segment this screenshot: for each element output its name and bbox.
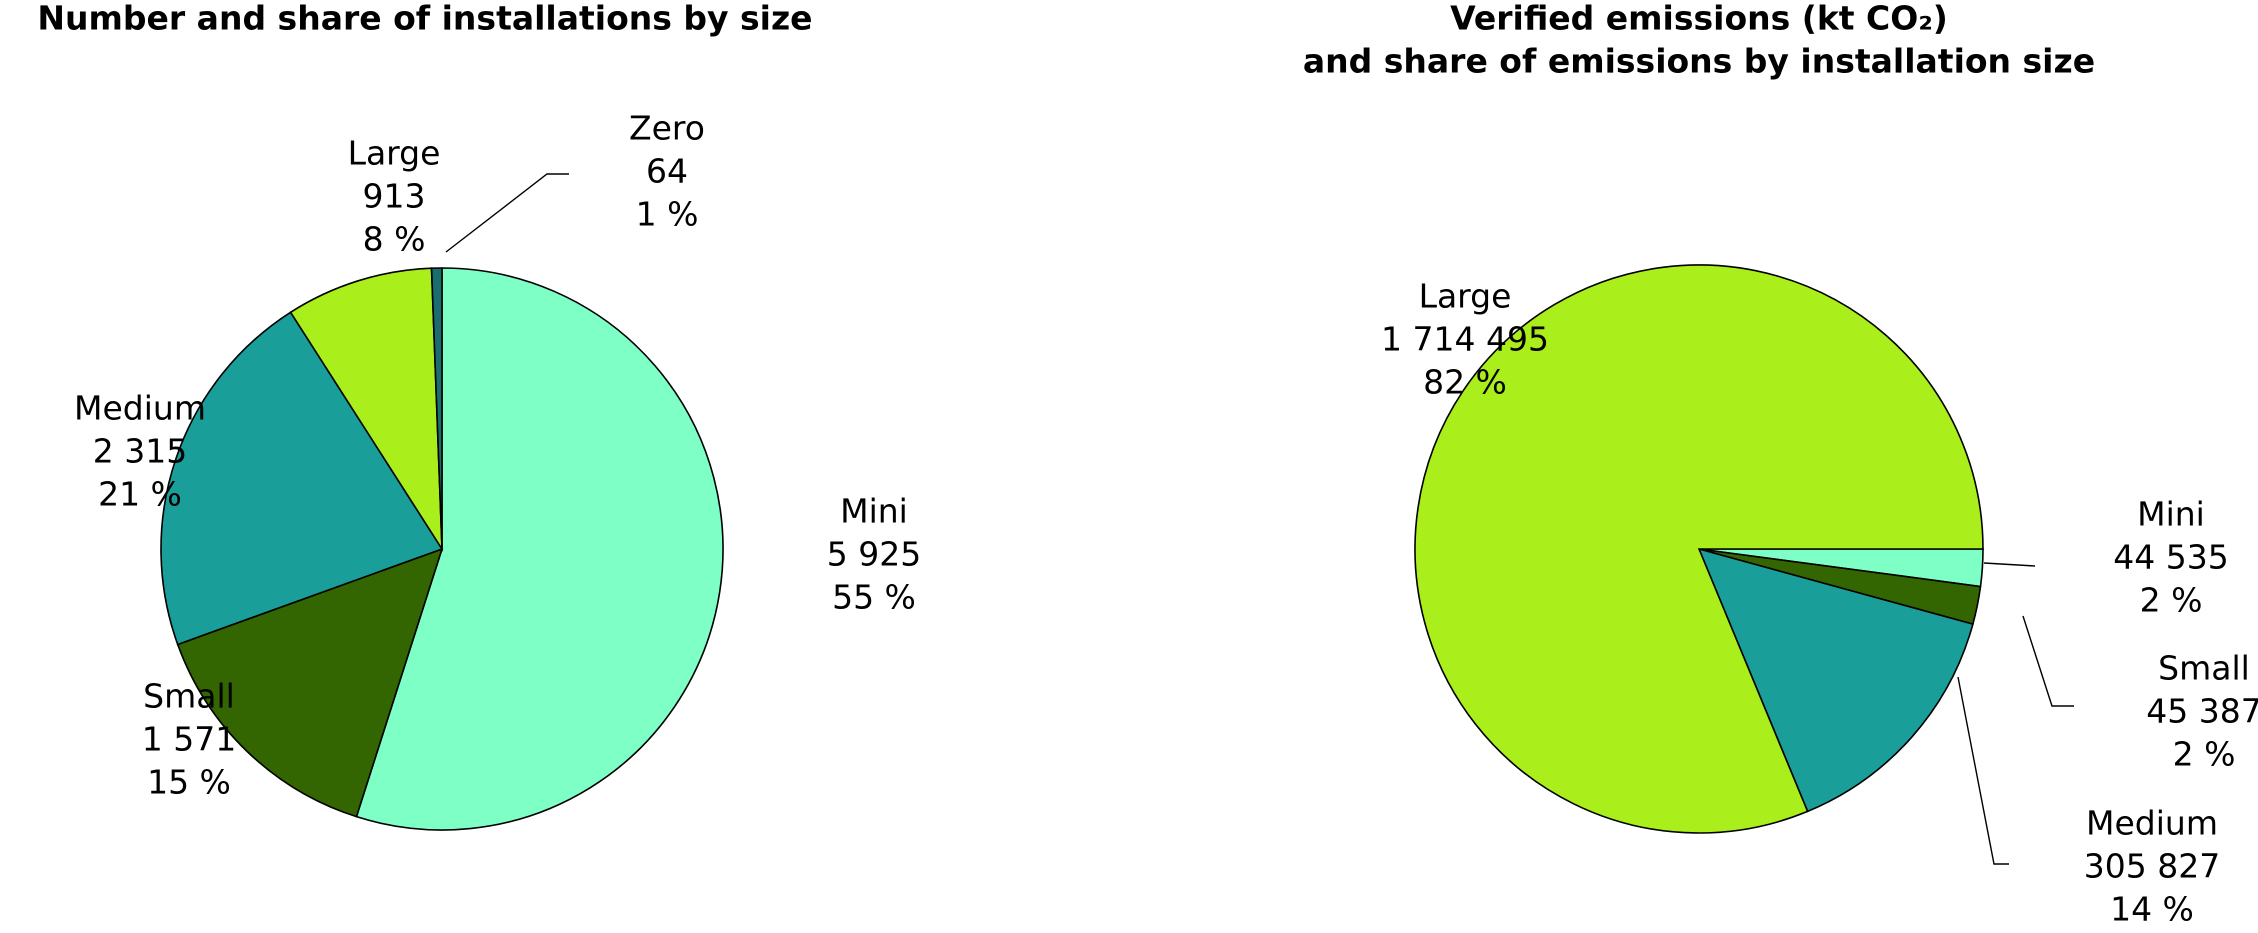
pie-slice [160, 311, 444, 646]
slice-label: Medium [2086, 804, 2218, 843]
slice-label: Large [348, 134, 441, 173]
slice-label: Mini [2137, 495, 2205, 534]
slice-label: 55 % [832, 578, 916, 617]
slice-label: Mini [840, 492, 908, 531]
chart-title: and share of emissions by installation s… [1303, 42, 2095, 81]
slice-label: 2 % [2140, 581, 2203, 620]
chart-title: Number and share of installations by siz… [37, 0, 812, 38]
leader-line [445, 173, 569, 253]
slice-label: 21 % [98, 475, 182, 514]
leader-line [1983, 562, 2036, 567]
leader-line [2022, 615, 2074, 707]
slice-label: Small [143, 677, 235, 716]
slice-label: Medium [74, 389, 206, 428]
slice-label: Small [2158, 649, 2250, 688]
slice-label: 2 315 [93, 432, 187, 471]
slice-label: 64 [646, 152, 688, 191]
pie-slice [430, 267, 443, 550]
slice-label: 1 714 495 [1381, 320, 1549, 359]
slice-label: 1 % [636, 195, 699, 234]
pie-slice [1414, 264, 1984, 834]
slice-label: 5 925 [827, 535, 921, 574]
slice-label: 45 387 [2146, 692, 2258, 731]
slice-label: 8 % [363, 220, 426, 259]
slice-label: 15 % [147, 763, 231, 802]
slice-label: 1 571 [142, 720, 236, 759]
slice-label: 305 827 [2084, 847, 2220, 886]
chart-title: Verified emissions (kt CO₂) [1450, 0, 1948, 38]
slice-label: 82 % [1423, 363, 1507, 402]
pie-slice [176, 547, 444, 818]
slice-label: 44 535 [2113, 538, 2228, 577]
slice-label: 2 % [2173, 735, 2236, 774]
leader-line [1957, 676, 2009, 865]
pie-slice [355, 267, 724, 831]
slice-label: 14 % [2110, 890, 2194, 929]
pie-slice [1697, 547, 1974, 813]
slice-label: Large [1419, 277, 1512, 316]
slice-label: Zero [629, 109, 705, 148]
slice-label: 913 [363, 177, 426, 216]
pie-slice [289, 267, 443, 552]
